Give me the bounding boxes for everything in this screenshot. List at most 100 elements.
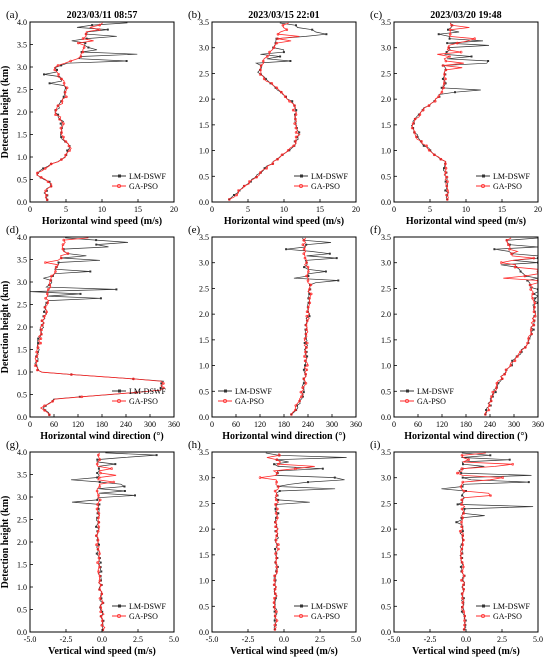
ga-pso-point bbox=[132, 377, 135, 381]
ga-pso-point bbox=[293, 122, 297, 125]
y-tick-label: 0.5 bbox=[17, 176, 27, 185]
ga-pso-point bbox=[304, 381, 308, 385]
lm-dswf-point bbox=[134, 494, 136, 497]
panel-c: (c) 2023/03/20 19:48 0 5 10 15 20 0.0 0.5 1.0 1.5 2… bbox=[370, 9, 542, 227]
panel-b: (b) 2023/03/15 22:01 0 5 10 15 20 0.0 0.5 1.0 1.5 2… bbox=[188, 9, 360, 227]
ga-pso-point bbox=[444, 59, 448, 63]
ga-pso-point bbox=[99, 471, 102, 475]
panel-h: (h) -5.0 -2.5 0.0 2.5 5.0 0.0 0.5 1.0 1.5 2.0 2.5 3.… bbox=[188, 439, 361, 657]
ga-pso-point bbox=[258, 171, 262, 174]
y-tick-label: 0.5 bbox=[17, 391, 27, 400]
ga-pso-point bbox=[274, 503, 277, 506]
ga-pso-point bbox=[304, 332, 308, 336]
y-tick-label: 3.5 bbox=[199, 18, 209, 27]
ga-pso-point bbox=[302, 239, 306, 242]
y-tick-label: 4.0 bbox=[17, 18, 27, 27]
y-tick-label: 0.0 bbox=[381, 198, 391, 207]
ga-pso-point bbox=[96, 547, 100, 551]
ga-pso-point bbox=[308, 301, 312, 305]
ga-pso-point bbox=[39, 341, 43, 345]
ga-pso-point bbox=[63, 91, 67, 94]
lm-dswf-point bbox=[443, 167, 445, 170]
ga-pso-point bbox=[533, 301, 537, 305]
ga-pso-point bbox=[305, 310, 309, 314]
ga-pso-point bbox=[303, 256, 307, 260]
lm-dswf-point bbox=[324, 270, 327, 273]
ga-pso-point bbox=[305, 319, 309, 322]
lm-dswf-point bbox=[291, 100, 294, 103]
panel-label: (i) bbox=[370, 439, 381, 451]
x-tick-label: 0 bbox=[210, 205, 214, 214]
lm-dswf-point bbox=[95, 525, 98, 528]
lm-dswf-point bbox=[80, 51, 83, 53]
lm-dswf-point bbox=[463, 507, 466, 510]
y-tick-label: 3.5 bbox=[199, 448, 209, 457]
ga-pso-point bbox=[54, 108, 58, 112]
lm-dswf-point bbox=[274, 507, 277, 510]
x-tick-label: 2.5 bbox=[315, 635, 325, 644]
ga-pso-point bbox=[273, 489, 277, 493]
y-axis-label: Detection height (km) bbox=[0, 496, 11, 589]
lm-dswf-point bbox=[289, 60, 292, 62]
lm-dswf-point bbox=[462, 512, 465, 515]
x-tick-label: 0 bbox=[392, 420, 396, 429]
legend-marker bbox=[482, 174, 485, 178]
x-tick-label: 5.0 bbox=[533, 635, 543, 644]
ga-pso-point bbox=[504, 368, 508, 372]
ga-pso-point bbox=[70, 373, 73, 376]
y-tick-label: 3.5 bbox=[17, 41, 27, 50]
ga-pso-point bbox=[276, 507, 279, 511]
legend-marker bbox=[481, 614, 485, 618]
ga-pso-point bbox=[461, 543, 465, 546]
lm-dswf-point bbox=[460, 610, 463, 613]
ga-pso-point bbox=[39, 337, 43, 340]
lm-dswf-point bbox=[159, 386, 162, 389]
lm-dswf-point bbox=[79, 292, 82, 295]
y-tick-label: 0.0 bbox=[199, 628, 209, 637]
series-line-ga-pso bbox=[411, 22, 475, 200]
ga-pso-point bbox=[530, 332, 533, 336]
ga-pso-point bbox=[304, 323, 308, 327]
ga-pso-point bbox=[275, 471, 279, 475]
ga-pso-point bbox=[62, 238, 66, 242]
y-tick-label: 2.5 bbox=[199, 69, 209, 78]
ga-pso-point bbox=[425, 144, 429, 148]
lm-dswf-point bbox=[96, 498, 99, 501]
legend-label: LM-DSWF bbox=[311, 172, 348, 181]
ga-pso-point bbox=[81, 50, 85, 54]
lm-dswf-point bbox=[115, 288, 118, 291]
ga-pso-point bbox=[495, 386, 498, 389]
ga-pso-point bbox=[281, 23, 285, 27]
ga-pso-point bbox=[308, 288, 311, 291]
ga-pso-point bbox=[98, 476, 101, 479]
ga-pso-point bbox=[524, 346, 527, 349]
ga-pso-point bbox=[57, 73, 61, 76]
ga-pso-point bbox=[48, 413, 51, 417]
ga-pso-point bbox=[81, 37, 85, 40]
legend-label: LM-DSWF bbox=[129, 172, 166, 181]
ga-pso-point bbox=[98, 588, 101, 591]
ga-pso-point bbox=[272, 583, 276, 587]
lm-dswf-point bbox=[95, 552, 98, 555]
lm-dswf-point bbox=[96, 458, 99, 461]
ga-pso-point bbox=[96, 561, 99, 564]
series-group bbox=[410, 22, 490, 201]
x-axis-label: Horizontal wind speed (m/s) bbox=[42, 216, 162, 227]
ga-pso-point bbox=[489, 399, 493, 403]
ga-pso-point bbox=[292, 144, 295, 148]
legend-marker bbox=[299, 614, 303, 618]
lm-dswf-point bbox=[285, 248, 288, 251]
ga-pso-point bbox=[274, 529, 278, 533]
ga-pso-point bbox=[273, 587, 277, 591]
y-tick-label: 4.0 bbox=[17, 233, 27, 242]
lm-dswf-point bbox=[101, 610, 104, 613]
series-line-ga-pso bbox=[229, 22, 301, 200]
y-tick-label: 0.0 bbox=[199, 413, 209, 422]
y-tick-label: 2.0 bbox=[199, 525, 209, 534]
ga-pso-point bbox=[532, 323, 536, 327]
x-tick-label: 60 bbox=[414, 420, 422, 429]
ga-pso-point bbox=[305, 341, 309, 345]
ga-pso-point bbox=[459, 50, 463, 54]
y-tick-label: 3.0 bbox=[17, 278, 27, 287]
